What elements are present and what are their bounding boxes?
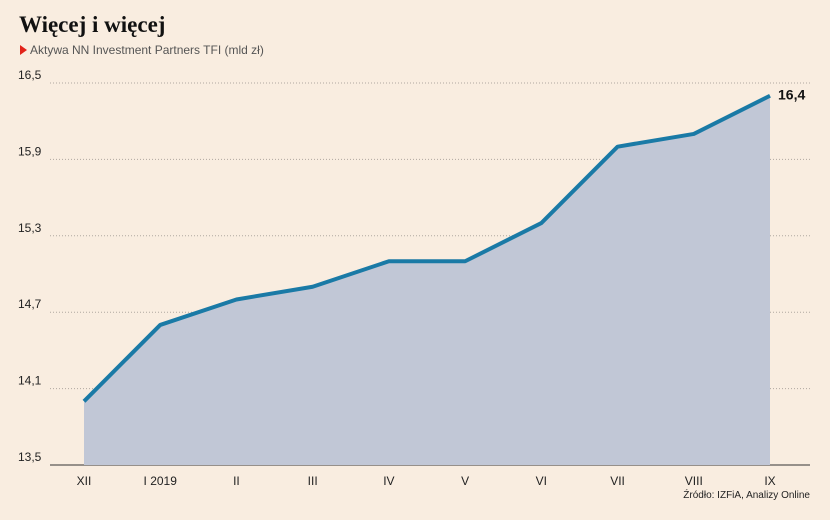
y-tick-label: 14,7 bbox=[18, 297, 42, 311]
y-tick-label: 16,5 bbox=[18, 68, 42, 82]
x-tick-label: VII bbox=[610, 474, 625, 488]
y-tick-label: 15,3 bbox=[18, 221, 42, 235]
x-tick-label: VIII bbox=[685, 474, 703, 488]
y-tick-label: 13,5 bbox=[18, 450, 42, 464]
x-tick-label: V bbox=[461, 474, 469, 488]
x-tick-label: VI bbox=[536, 474, 547, 488]
x-tick-label: XII bbox=[77, 474, 92, 488]
x-tick-label: II bbox=[233, 474, 240, 488]
end-value-label: 16,4 bbox=[778, 87, 805, 103]
series-line bbox=[82, 93, 771, 403]
chart-subtitle: Aktywa NN Investment Partners TFI (mld z… bbox=[19, 43, 264, 57]
source-note: Źródło: IZFiA, Analizy Online bbox=[683, 490, 810, 501]
y-tick-label: 15,9 bbox=[18, 144, 42, 158]
subtitle-text: Aktywa NN Investment Partners TFI (mld z… bbox=[30, 43, 264, 57]
triangle-marker-icon bbox=[20, 45, 27, 55]
x-tick-label: IV bbox=[383, 474, 394, 488]
x-tick-label: I 2019 bbox=[144, 474, 178, 488]
x-axis-ticks: XII I 2019 II III IV V VI VII VIII IX bbox=[77, 474, 776, 488]
area-fill bbox=[84, 95, 770, 465]
x-tick-label: III bbox=[308, 474, 318, 488]
y-axis-ticks: 13,5 14,1 14,7 15,3 15,9 16,5 bbox=[18, 68, 42, 464]
y-tick-label: 14,1 bbox=[18, 374, 42, 388]
x-tick-label: IX bbox=[764, 474, 775, 488]
data-labels: 16,4 bbox=[778, 87, 805, 103]
chart-title: Więcej i więcej bbox=[19, 12, 166, 37]
